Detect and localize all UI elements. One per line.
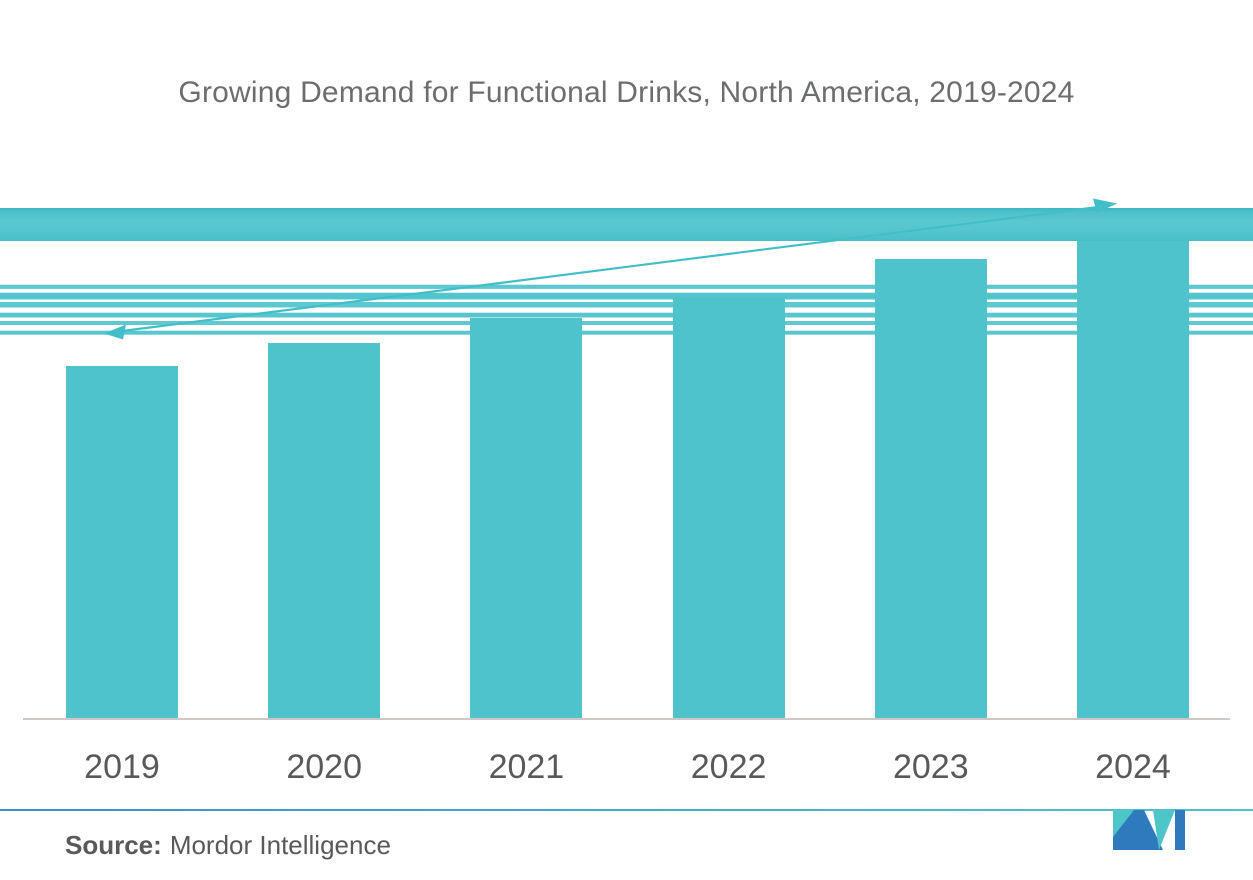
logo-teal-corner [1113, 810, 1134, 837]
top-band [0, 208, 1253, 241]
mordor-intelligence-logo [1113, 810, 1185, 850]
horizontal-stripes [0, 284, 1253, 335]
logo-teal-wedge [1153, 810, 1175, 850]
x-tick-label-2019: 2019 [84, 748, 160, 786]
x-tick-label-2020: 2020 [286, 748, 362, 786]
x-tick-label-2024: 2024 [1095, 748, 1171, 786]
arrowhead-right-icon [1093, 198, 1117, 213]
bar-2024 [1077, 215, 1189, 719]
bar-2022 [672, 297, 785, 719]
bar-2019 [66, 366, 178, 719]
footer-divider-line [0, 809, 1253, 811]
source-attribution: Source: Mordor Intelligence [65, 830, 391, 861]
x-tick-label-2021: 2021 [488, 748, 565, 786]
bar-2021 [470, 317, 583, 719]
bar-2020 [268, 343, 381, 719]
x-tick-label-2023: 2023 [892, 748, 969, 786]
chart-title: Growing Demand for Functional Drinks, No… [178, 76, 1075, 109]
arrowhead-left-icon [104, 324, 126, 340]
logo-blue-bar [1175, 810, 1185, 850]
source-name: Mordor Intelligence [169, 830, 391, 860]
source-label: Source: [65, 830, 162, 860]
x-axis-line [23, 718, 1230, 720]
x-tick-label-2022: 2022 [690, 748, 767, 786]
bar-2023 [874, 258, 987, 719]
